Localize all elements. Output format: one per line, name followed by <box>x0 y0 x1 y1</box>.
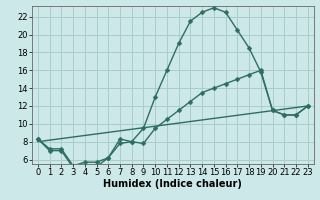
X-axis label: Humidex (Indice chaleur): Humidex (Indice chaleur) <box>103 179 242 189</box>
